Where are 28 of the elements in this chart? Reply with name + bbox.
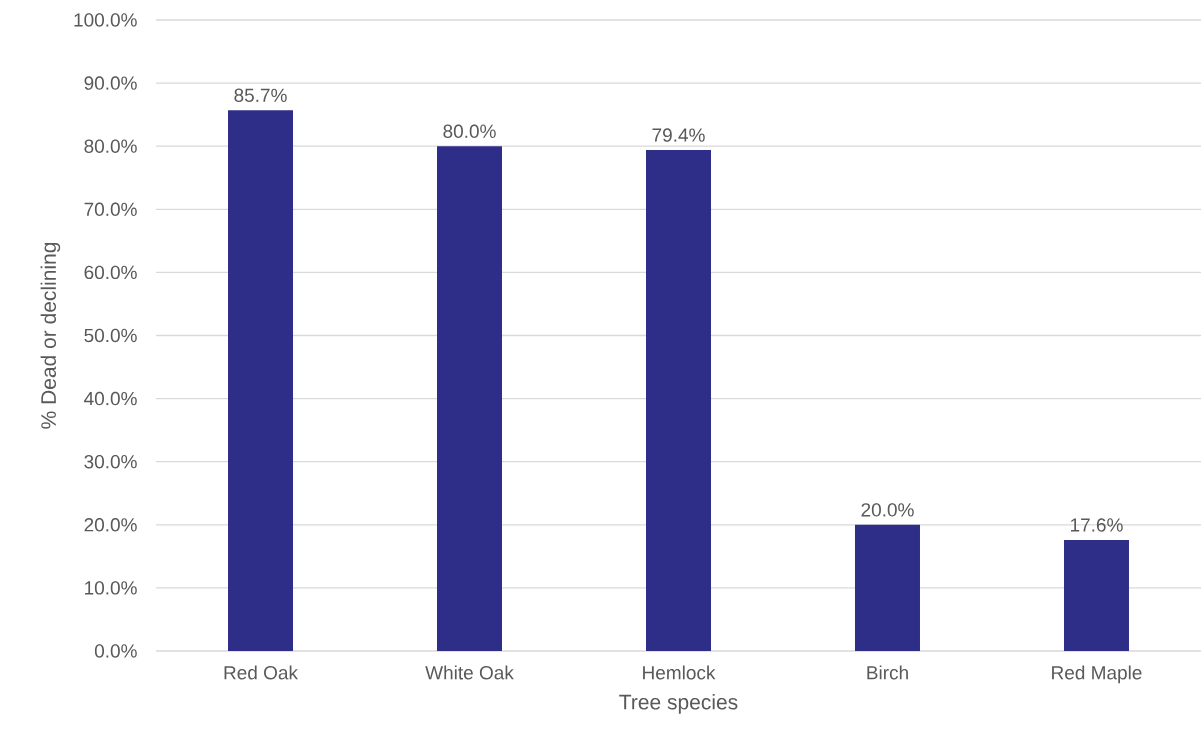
y-tick-label: 0.0% xyxy=(94,644,137,658)
y-tick-label: 20.0% xyxy=(84,518,137,532)
y-tick-label: 10.0% xyxy=(85,581,137,595)
data-label: 17.6% xyxy=(1071,518,1123,532)
y-tick-label: 60.0% xyxy=(84,265,137,280)
data-label: 79.4% xyxy=(652,128,705,142)
bar xyxy=(437,146,502,651)
data-label: 85.7% xyxy=(234,88,287,103)
y-tick-label: 30.0% xyxy=(84,454,137,469)
x-tick-label: Red Maple xyxy=(1052,665,1142,684)
x-tick-label: White Oak xyxy=(425,665,514,680)
y-tick-label: 50.0% xyxy=(84,328,137,343)
x-axis-title: Tree species xyxy=(619,694,738,714)
x-tick-label: Birch xyxy=(867,665,908,680)
y-tick-label: 80.0% xyxy=(84,139,137,153)
data-label: 20.0% xyxy=(861,503,914,517)
x-tick-label: Hemlock xyxy=(643,665,716,680)
y-tick-label: 70.0% xyxy=(84,202,137,217)
x-tick-label: Red Oak xyxy=(224,665,298,680)
bar xyxy=(1063,539,1129,651)
y-axis-title: % Dead or declining xyxy=(40,242,61,429)
bar xyxy=(228,110,294,651)
y-tick-label: 90.0% xyxy=(84,76,137,90)
data-label: 80.0% xyxy=(443,124,496,138)
bar xyxy=(646,149,711,651)
y-tick-label: 40.0% xyxy=(84,391,137,406)
bar xyxy=(854,524,920,651)
y-tick-label: 100.0% xyxy=(74,13,137,27)
